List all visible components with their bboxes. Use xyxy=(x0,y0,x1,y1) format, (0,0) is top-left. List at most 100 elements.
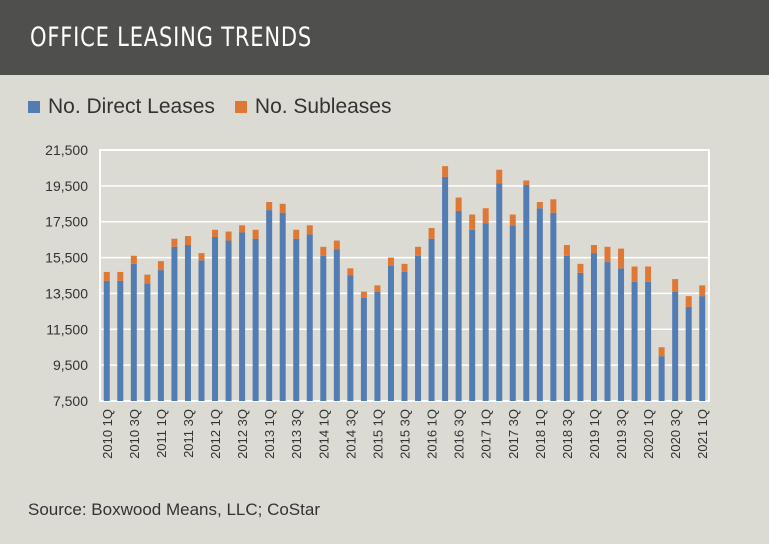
bar-subleases xyxy=(266,201,273,211)
legend: No. Direct Leases No. Subleases xyxy=(28,95,412,119)
bar-direct-leases xyxy=(360,297,367,401)
bar-subleases xyxy=(347,268,354,276)
x-tick-label: 2016 3Q xyxy=(452,409,467,459)
bar-direct-leases xyxy=(590,253,597,401)
bar-subleases xyxy=(645,266,652,282)
bar-subleases xyxy=(320,246,327,256)
bar-subleases xyxy=(685,296,692,307)
bar-subleases xyxy=(252,229,259,239)
bar-subleases xyxy=(157,261,164,271)
bar-direct-leases xyxy=(387,265,394,401)
bar-subleases xyxy=(360,291,367,298)
bar-direct-leases xyxy=(306,234,313,401)
y-tick-label: 19,500 xyxy=(45,178,88,194)
bar-direct-leases xyxy=(279,212,286,401)
x-tick-label: 2018 3Q xyxy=(560,409,575,459)
y-tick-label: 11,500 xyxy=(46,321,88,337)
bar-subleases xyxy=(604,246,611,263)
bar-subleases xyxy=(590,245,597,254)
bar-subleases xyxy=(523,180,530,185)
bar-direct-leases xyxy=(239,232,246,401)
bar-subleases xyxy=(631,266,638,282)
bar-direct-leases xyxy=(415,255,422,401)
x-tick-label: 2011 1Q xyxy=(154,409,169,458)
x-tick-label: 2010 3Q xyxy=(127,409,142,459)
x-tick-label: 2019 3Q xyxy=(614,409,629,459)
bar-direct-leases xyxy=(618,268,625,401)
y-tick-label: 9,500 xyxy=(53,357,88,373)
bar-subleases xyxy=(496,169,503,184)
bar-direct-leases xyxy=(550,212,557,401)
y-tick-label: 21,500 xyxy=(45,142,88,158)
bar-subleases xyxy=(699,285,706,297)
bar-direct-leases xyxy=(333,249,340,401)
bar-direct-leases xyxy=(157,270,164,401)
bar-direct-leases xyxy=(266,210,273,401)
bar-direct-leases xyxy=(672,291,679,401)
bar-subleases xyxy=(387,257,394,266)
x-tick-label: 2017 3Q xyxy=(506,409,521,459)
bar-subleases xyxy=(333,240,340,250)
x-tick-label: 2015 1Q xyxy=(370,409,385,459)
bar-direct-leases xyxy=(469,229,476,401)
bar-subleases xyxy=(171,238,178,247)
x-tick-label: 2017 1Q xyxy=(479,409,494,459)
bar-direct-leases xyxy=(523,184,530,401)
bar-subleases xyxy=(577,263,584,273)
x-tick-label: 2018 1Q xyxy=(533,409,548,459)
bar-subleases xyxy=(279,203,286,213)
bar-subleases xyxy=(225,231,232,241)
bar-subleases xyxy=(415,246,422,256)
y-tick-label: 13,500 xyxy=(45,285,88,301)
x-tick-label: 2013 1Q xyxy=(262,409,277,459)
bar-direct-leases xyxy=(252,238,259,401)
x-tick-label: 2010 1Q xyxy=(100,409,115,459)
bar-direct-leases xyxy=(293,238,300,401)
bar-direct-leases xyxy=(577,272,584,401)
bar-direct-leases xyxy=(509,225,516,401)
bar-subleases xyxy=(509,214,516,226)
legend-item-subleases: No. Subleases xyxy=(234,95,392,119)
bar-subleases xyxy=(469,214,476,230)
bar-direct-leases xyxy=(198,260,205,401)
x-tick-label: 2014 1Q xyxy=(316,409,331,459)
chart-title: OFFICE LEASING TRENDS xyxy=(30,22,313,53)
bar-subleases xyxy=(672,279,679,292)
bar-direct-leases xyxy=(685,306,692,401)
x-tick-label: 2011 3Q xyxy=(181,409,196,458)
x-tick-label: 2012 1Q xyxy=(208,409,223,459)
bar-direct-leases xyxy=(171,246,178,401)
x-tick-label: 2013 3Q xyxy=(289,409,304,459)
x-tick-label: 2015 3Q xyxy=(398,409,413,459)
legend-swatch-subleases xyxy=(234,101,247,113)
bar-subleases xyxy=(117,271,124,281)
y-tick-label: 7,500 xyxy=(53,393,88,409)
bar-direct-leases xyxy=(645,281,652,401)
bar-direct-leases xyxy=(563,255,570,401)
bar-subleases xyxy=(563,245,570,256)
legend-swatch-direct xyxy=(28,101,40,113)
legend-item-direct: No. Direct Leases xyxy=(28,95,215,119)
bar-direct-leases xyxy=(103,280,110,401)
bar-subleases xyxy=(442,166,449,177)
bar-subleases xyxy=(184,236,191,246)
bar-subleases xyxy=(550,199,557,213)
bar-direct-leases xyxy=(496,183,503,401)
bar-subleases xyxy=(618,248,625,269)
bar-subleases xyxy=(130,255,137,264)
bar-subleases xyxy=(401,263,408,272)
x-tick-label: 2016 1Q xyxy=(425,409,440,459)
bar-subleases xyxy=(374,285,381,292)
bar-direct-leases xyxy=(699,296,706,401)
bar-direct-leases xyxy=(658,356,665,401)
bar-direct-leases xyxy=(225,240,232,401)
bar-direct-leases xyxy=(442,176,449,401)
bar-direct-leases xyxy=(631,281,638,401)
bar-direct-leases xyxy=(347,275,354,401)
x-tick-label: 2012 3Q xyxy=(235,409,250,459)
bar-subleases xyxy=(103,271,110,281)
bar-subleases xyxy=(293,229,300,239)
bar-subleases xyxy=(198,253,205,261)
bar-direct-leases xyxy=(482,223,489,401)
bar-subleases xyxy=(455,197,462,211)
